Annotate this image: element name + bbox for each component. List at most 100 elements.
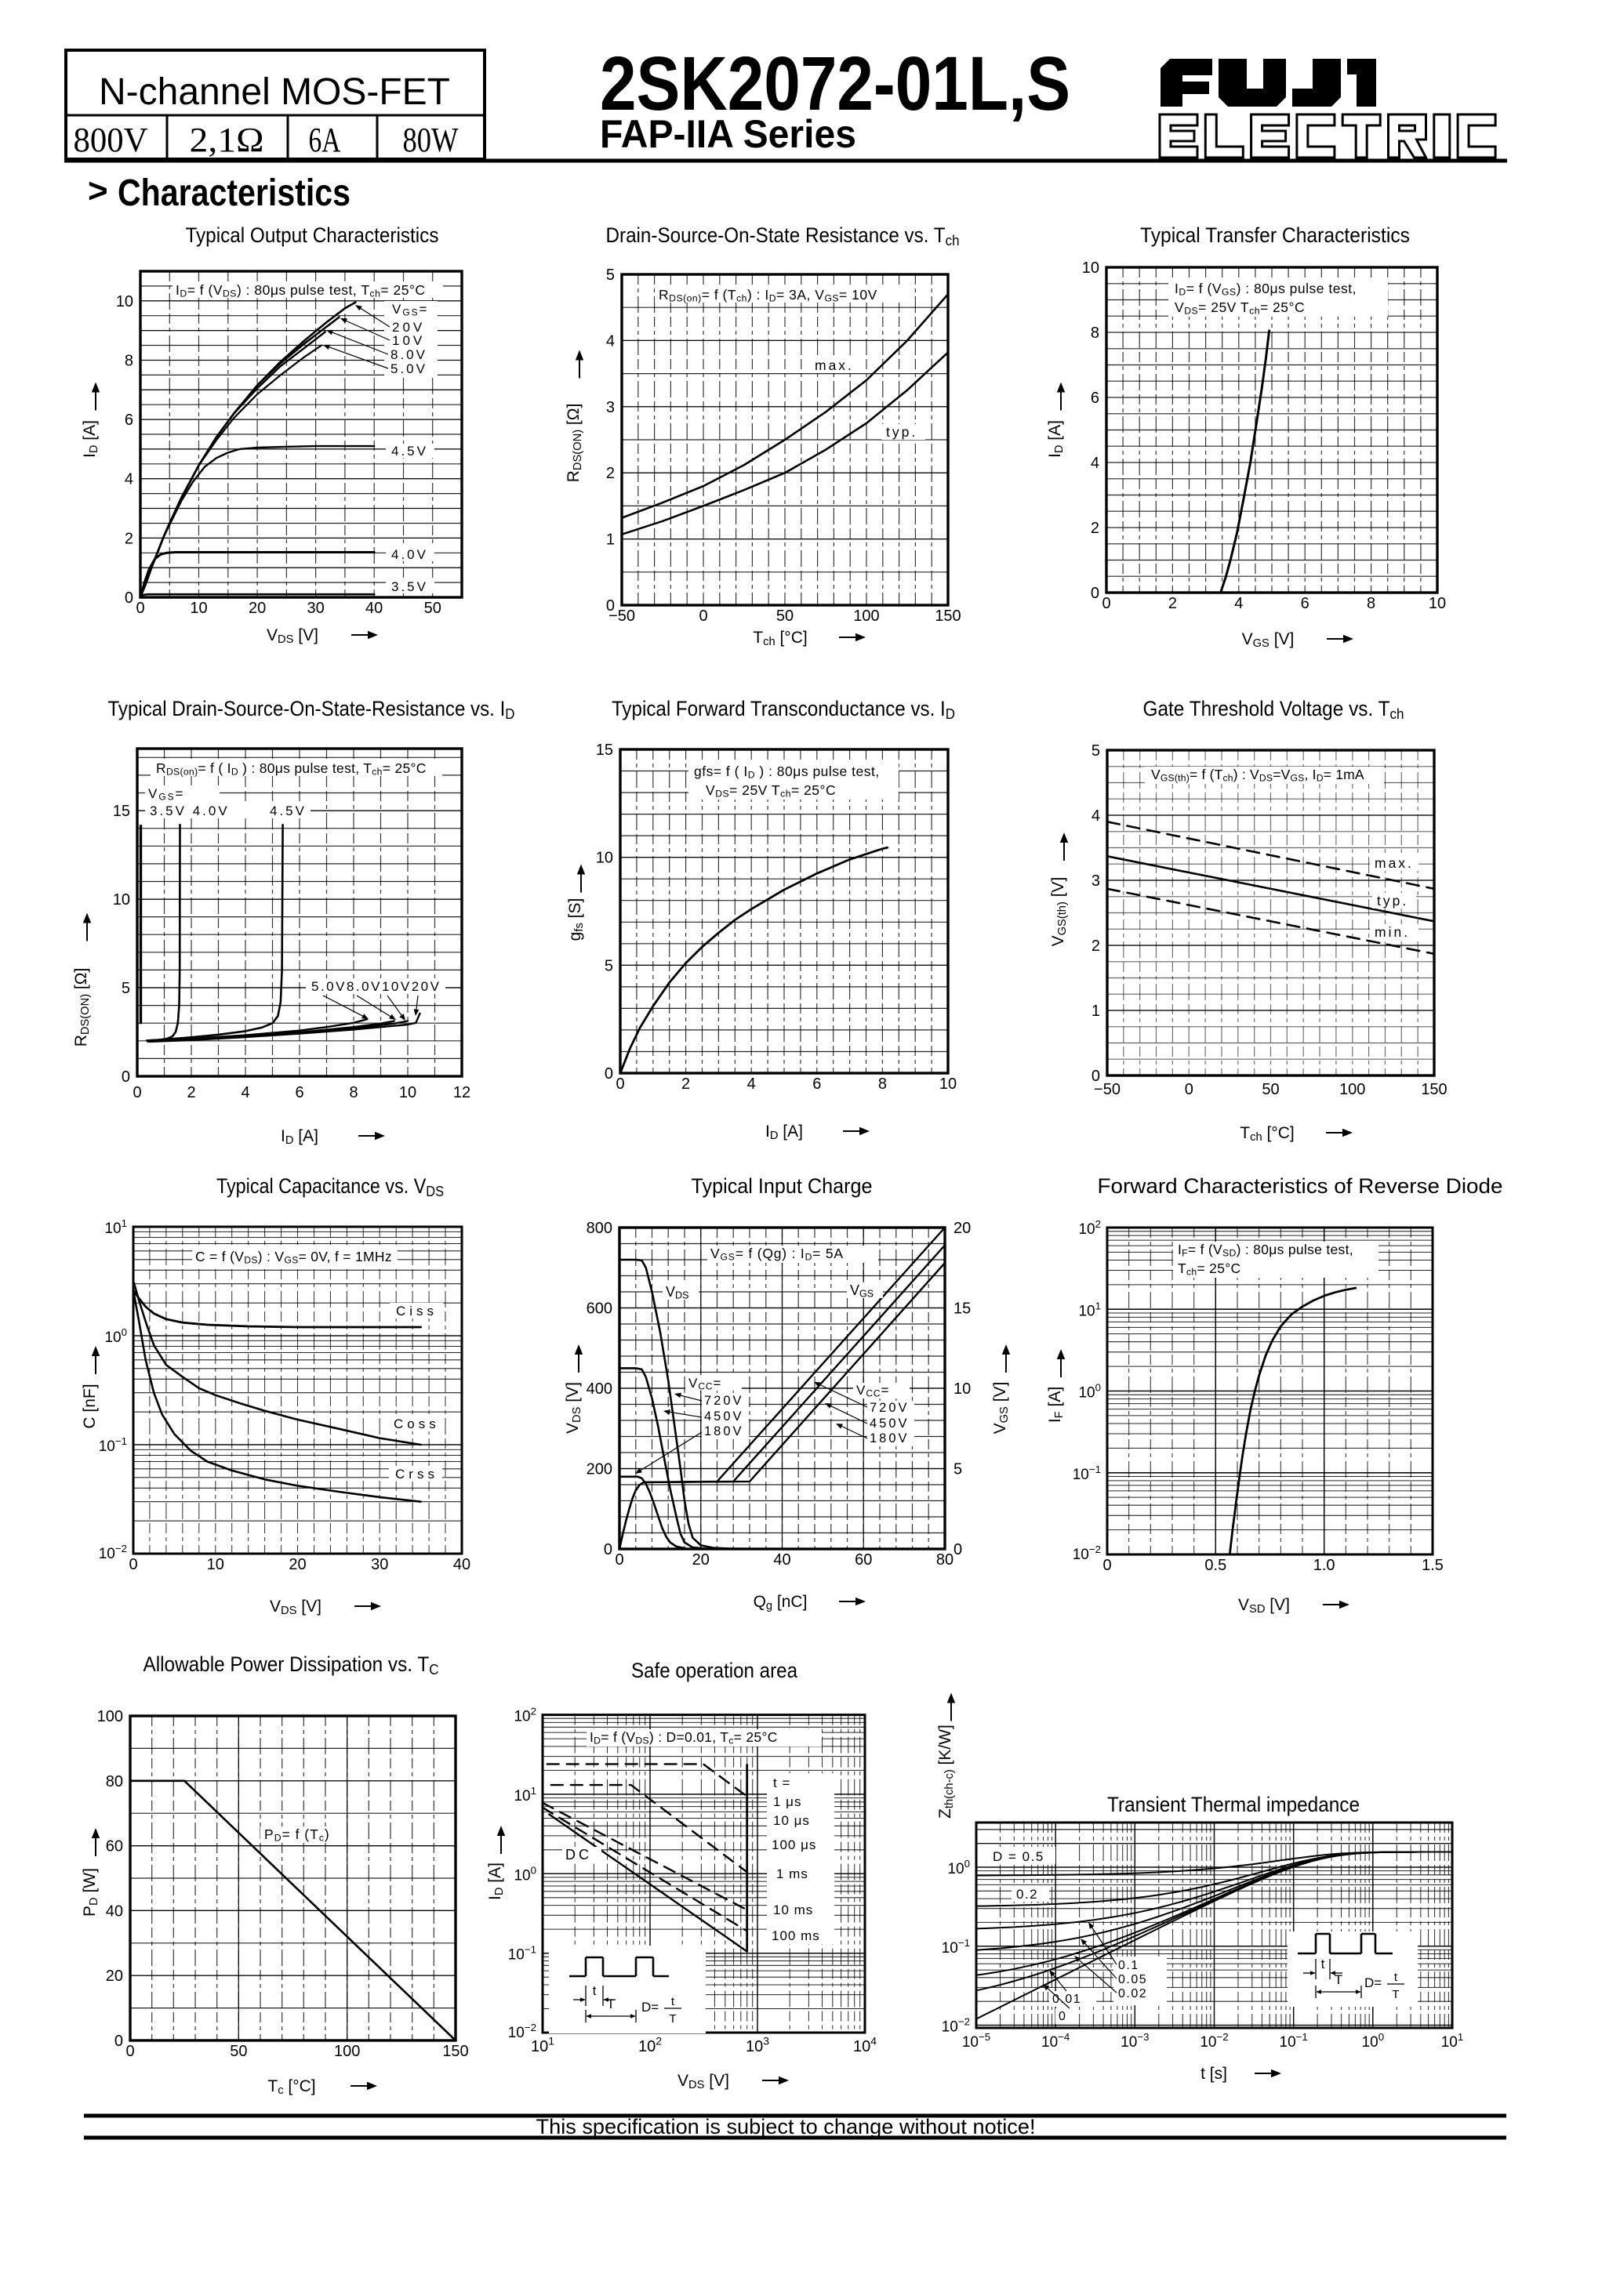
- svg-text:0: 0: [615, 1551, 623, 1569]
- svg-text:1.5: 1.5: [1422, 1557, 1444, 1574]
- svg-text:3.5V 4.0V: 3.5V 4.0V: [150, 803, 230, 818]
- svg-text:C [nF]: C [nF]: [81, 1384, 99, 1428]
- svg-text:4: 4: [1092, 807, 1100, 825]
- svg-text:Gate Threshold Voltage vs. Tch: Gate Threshold Voltage vs. Tch​: [1143, 697, 1404, 723]
- svg-text:Safe operation area: Safe operation area: [631, 1659, 798, 1682]
- svg-text:0: 0: [1091, 585, 1099, 602]
- svg-text:0: 0: [125, 589, 133, 607]
- svg-text:20: 20: [692, 1551, 710, 1569]
- svg-text:2: 2: [1092, 938, 1100, 955]
- svg-text:t: t: [671, 1995, 675, 2008]
- svg-text:10: 10: [207, 1556, 224, 1573]
- svg-text:0.1: 0.1: [1118, 1959, 1139, 1972]
- svg-text:Drain-Source-On-State Resistan: Drain-Source-On-State Resistance vs. Tch…: [606, 223, 960, 249]
- svg-text:60: 60: [855, 1551, 872, 1569]
- svg-text:10: 10: [190, 600, 207, 617]
- svg-text:10: 10: [113, 891, 130, 909]
- svg-text:Typical Forward Transconductan: Typical Forward Transconductance vs. ID​: [612, 697, 955, 723]
- svg-text:Qg​ [nC]: Qg​ [nC]: [754, 1593, 808, 1612]
- svg-text:50: 50: [230, 2043, 247, 2060]
- svg-text:Forward Characteristics of Rev: Forward Characteristics of Reverse Diode: [1098, 1174, 1503, 1198]
- svg-text:Coss: Coss: [394, 1416, 440, 1431]
- svg-text:80: 80: [936, 1551, 953, 1569]
- svg-text:100: 100: [853, 608, 879, 625]
- svg-text:0: 0: [953, 1541, 962, 1558]
- svg-text:150: 150: [442, 2043, 468, 2060]
- svg-text:4: 4: [606, 332, 615, 350]
- svg-text:0: 0: [125, 2043, 134, 2060]
- svg-text:5: 5: [122, 980, 130, 997]
- svg-text:20: 20: [106, 1968, 123, 1985]
- svg-text:typ.: typ.: [886, 424, 917, 440]
- svg-text:N-channel MOS-FET: N-channel MOS-FET: [99, 71, 450, 113]
- svg-text:D=: D=: [1364, 1975, 1382, 1990]
- svg-text:10: 10: [1429, 595, 1446, 612]
- svg-text:100: 100: [1339, 1081, 1365, 1098]
- svg-text:ID​= f (VDS​) : 80μs pulse tes: ID​= f (VDS​) : 80μs pulse test, Tch​= 2…: [176, 282, 426, 299]
- svg-text:0: 0: [1185, 1081, 1193, 1098]
- svg-text:Transient Thermal impedance: Transient Thermal impedance: [1107, 1793, 1360, 1816]
- svg-text:50: 50: [776, 608, 794, 625]
- svg-text:T: T: [669, 2012, 676, 2026]
- svg-text:0.01: 0.01: [1052, 1993, 1081, 2006]
- svg-text:800V: 800V: [74, 121, 148, 159]
- svg-text:VCC​=: VCC​=: [856, 1383, 889, 1399]
- svg-text:0.02: 0.02: [1118, 1987, 1147, 2000]
- svg-text:Characteristics: Characteristics: [118, 172, 351, 214]
- svg-text:3: 3: [1092, 872, 1100, 890]
- svg-text:VCC​=: VCC​=: [688, 1376, 721, 1392]
- svg-text:Tch​ [°C]: Tch​ [°C]: [1240, 1124, 1294, 1144]
- svg-text:typ.: typ.: [1377, 893, 1408, 909]
- svg-text:60: 60: [106, 1838, 123, 1855]
- svg-text:450V: 450V: [704, 1409, 744, 1424]
- svg-text:103​: 103​: [746, 2035, 769, 2055]
- svg-text:0: 0: [1102, 595, 1110, 612]
- svg-text:10−1​: 10−1​: [942, 1937, 970, 1957]
- svg-text:10 μs: 10 μs: [773, 1813, 810, 1828]
- svg-text:T: T: [1392, 1988, 1399, 2001]
- svg-text:Allowable Power Dissipation vs: Allowable Power Dissipation vs. TC​: [143, 1652, 439, 1678]
- svg-text:0: 0: [1092, 1068, 1100, 1085]
- svg-text:10: 10: [1082, 259, 1099, 277]
- svg-text:100​: 100​: [514, 1864, 536, 1884]
- svg-text:0: 0: [1102, 1557, 1111, 1574]
- svg-text:2: 2: [125, 530, 133, 547]
- svg-text:100: 100: [334, 2043, 360, 2060]
- svg-text:10: 10: [399, 1084, 416, 1101]
- svg-text:5: 5: [606, 267, 615, 284]
- svg-text:Typical Output Characteristics: Typical Output Characteristics: [186, 223, 439, 247]
- svg-text:1: 1: [606, 531, 615, 549]
- svg-text:5.0V: 5.0V: [390, 361, 427, 376]
- svg-text:6: 6: [295, 1084, 303, 1101]
- svg-text:10: 10: [116, 293, 133, 310]
- svg-text:15: 15: [113, 803, 130, 820]
- svg-text:450V: 450V: [870, 1416, 910, 1431]
- svg-text:200: 200: [587, 1461, 612, 1478]
- svg-text:40: 40: [365, 600, 383, 617]
- svg-text:4: 4: [241, 1084, 249, 1101]
- svg-text:2: 2: [606, 465, 615, 482]
- svg-text:1: 1: [1092, 1003, 1100, 1020]
- svg-text:5.0V8.0V10V20V: 5.0V8.0V10V20V: [311, 979, 441, 994]
- svg-text:4: 4: [1091, 455, 1099, 472]
- svg-text:50: 50: [424, 600, 441, 617]
- svg-text:PD​ [W]: PD​ [W]: [81, 1868, 100, 1917]
- svg-text:50: 50: [1262, 1081, 1279, 1098]
- svg-text:10: 10: [596, 850, 613, 867]
- svg-text:720V: 720V: [870, 1401, 910, 1415]
- svg-text:0: 0: [136, 600, 144, 617]
- svg-text:15: 15: [596, 742, 613, 759]
- svg-text:20V: 20V: [392, 320, 425, 335]
- svg-text:2: 2: [681, 1075, 690, 1093]
- svg-text:IF​= f (VSD​) : 80μs pulse tes: IF​= f (VSD​) : 80μs pulse test,: [1178, 1242, 1353, 1259]
- svg-text:0.5: 0.5: [1204, 1557, 1226, 1574]
- svg-text:30: 30: [307, 600, 325, 617]
- svg-text:40: 40: [453, 1556, 470, 1573]
- svg-text:150: 150: [1421, 1081, 1447, 1098]
- svg-text:0: 0: [699, 608, 707, 625]
- svg-text:8: 8: [1091, 325, 1099, 342]
- svg-text:0: 0: [604, 1541, 612, 1558]
- svg-text:0: 0: [1059, 2010, 1066, 2023]
- svg-text:80W: 80W: [403, 121, 459, 159]
- svg-text:400: 400: [587, 1380, 612, 1398]
